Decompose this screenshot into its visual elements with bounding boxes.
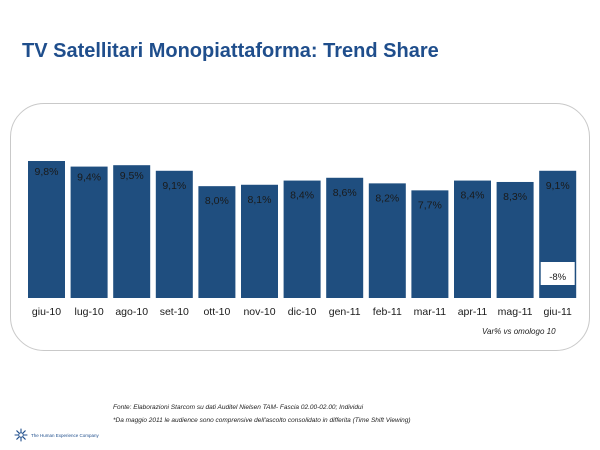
bar-mag-11 (496, 181, 534, 298)
value-label-gen-11: 8,6% (333, 187, 357, 199)
value-label-set-10: 9,1% (162, 180, 186, 192)
x-tick-mag-11: mag-11 (498, 306, 533, 318)
footnotes: Fonte: Elaborazioni Starcom su dati Audi… (113, 401, 411, 427)
bar-ott-10 (198, 186, 236, 298)
x-tick-ago-10: ago-10 (115, 306, 148, 318)
x-tick-dic-10: dic-10 (288, 306, 317, 318)
source-note: Fonte: Elaborazioni Starcom su dati Audi… (113, 404, 364, 411)
variation-label: -8% (549, 272, 566, 283)
bar-nov-10 (241, 184, 278, 298)
time-shift-note: *Da maggio 2011 le audience sono compren… (113, 417, 411, 424)
value-label-nov-10: 8,1% (248, 194, 272, 206)
value-label-giu-10: 9,8% (35, 166, 59, 178)
star-burst-logo-icon (14, 428, 28, 442)
bar-set-10 (155, 170, 193, 298)
x-tick-mar-11: mar-11 (414, 306, 447, 318)
x-tick-ott-10: ott-10 (203, 306, 230, 318)
company-logo: The Human Experience Company (14, 428, 99, 442)
slide-title: TV Satellitari Monopiattaforma: Trend Sh… (22, 40, 439, 62)
chart-panel: 9,8% giu-10 9,4% lug-10 9,5% ago-10 9,1% set-10… (10, 103, 590, 351)
share-bar-chart: 9,8% giu-10 9,4% lug-10 9,5% ago-10 9,1% set-10… (28, 161, 577, 318)
variation-note: Var% vs omologo 10 (482, 327, 556, 336)
value-label-apr-11: 8,4% (461, 190, 485, 202)
x-tick-apr-11: apr-11 (458, 306, 488, 318)
bar-dic-10 (283, 180, 321, 298)
value-label-giu-11: 9,1% (546, 180, 570, 192)
value-label-lug-10: 9,4% (77, 172, 101, 184)
bar-gen-11 (326, 177, 364, 298)
bar-giu-10 (28, 161, 65, 298)
value-label-mar-11: 7,7% (418, 199, 442, 211)
x-tick-giu-11: giu-11 (543, 306, 572, 318)
bar-apr-11 (454, 180, 491, 298)
x-tick-set-10: set-10 (160, 306, 189, 318)
value-label-feb-11: 8,2% (375, 192, 399, 204)
value-label-ott-10: 8,0% (205, 195, 229, 207)
bar-lug-10 (70, 166, 108, 298)
value-label-mag-11: 8,3% (503, 191, 527, 203)
value-label-ago-10: 9,5% (120, 170, 144, 182)
variation-box (540, 262, 575, 285)
x-tick-nov-10: nov-10 (243, 306, 275, 318)
value-label-dic-10: 8,4% (290, 190, 314, 202)
x-tick-feb-11: feb-11 (373, 306, 402, 318)
bar-feb-11 (368, 183, 406, 298)
bar-mar-11 (411, 190, 449, 298)
x-tick-gen-11: gen-11 (329, 306, 361, 318)
x-tick-lug-10: lug-10 (74, 306, 103, 318)
logo-text: The Human Experience Company (31, 432, 99, 438)
bar-ago-10 (113, 165, 151, 298)
x-tick-giu-10: giu-10 (32, 306, 61, 318)
